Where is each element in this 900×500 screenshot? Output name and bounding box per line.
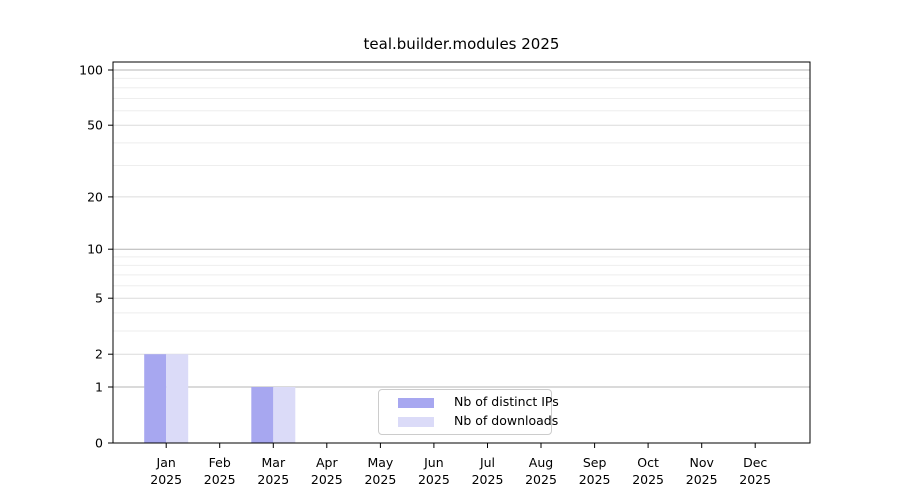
- y-tick-label-1: 1: [95, 380, 103, 395]
- plot-frame: [112, 61, 811, 444]
- x-tick-label-month-mar: Mar: [262, 455, 286, 470]
- x-tick-label-year-jul: 2025: [472, 472, 504, 487]
- x-tick-label-year-jun: 2025: [418, 472, 450, 487]
- legend-swatch-distinct-ips: [398, 397, 434, 408]
- x-tick-label-year-mar: 2025: [257, 472, 289, 487]
- bar-jan-downloads: [166, 354, 189, 443]
- y-tick-label-0: 0: [95, 436, 103, 451]
- legend-swatch-downloads: [398, 416, 434, 427]
- x-tick-label-month-may: May: [367, 455, 393, 470]
- x-tick-label-month-aug: Aug: [529, 455, 553, 470]
- x-tick-label-month-feb: Feb: [209, 455, 231, 470]
- x-tick-label-month-sep: Sep: [583, 455, 607, 470]
- y-tick-label-20: 20: [87, 189, 103, 204]
- x-tick-label-year-sep: 2025: [579, 472, 611, 487]
- x-tick-label-month-oct: Oct: [637, 455, 659, 470]
- x-tick-label-year-jan: 2025: [150, 472, 182, 487]
- bar-mar-distinct-ips: [251, 387, 274, 443]
- bar-mar-downloads: [273, 387, 296, 443]
- x-tick-label-year-dec: 2025: [739, 472, 771, 487]
- y-tick-label-2: 2: [95, 347, 103, 362]
- y-tick-label-5: 5: [95, 291, 103, 306]
- legend: Nb of distinct IPs Nb of downloads: [378, 389, 559, 435]
- y-tick-label-10: 10: [87, 242, 103, 257]
- y-tick-label-50: 50: [87, 118, 103, 133]
- x-tick-label-month-nov: Nov: [689, 455, 714, 470]
- y-tick-label-100: 100: [79, 63, 103, 78]
- x-tick-label-month-jun: Jun: [423, 455, 444, 470]
- x-tick-label-year-aug: 2025: [525, 472, 557, 487]
- x-tick-label-month-dec: Dec: [743, 455, 767, 470]
- x-tick-label-year-feb: 2025: [204, 472, 236, 487]
- legend-label-distinct-ips: Nb of distinct IPs: [454, 394, 559, 410]
- legend-item-distinct-ips: Nb of distinct IPs: [398, 395, 559, 410]
- x-tick-label-month-jul: Jul: [479, 455, 495, 470]
- x-tick-label-year-nov: 2025: [686, 472, 718, 487]
- x-tick-label-month-apr: Apr: [316, 455, 338, 470]
- bar-jan-distinct-ips: [144, 354, 167, 443]
- x-tick-label-year-may: 2025: [364, 472, 396, 487]
- chart-title: teal.builder.modules 2025: [363, 35, 560, 53]
- x-tick-label-year-apr: 2025: [311, 472, 343, 487]
- legend-item-downloads: Nb of downloads: [398, 414, 558, 429]
- x-tick-label-year-oct: 2025: [632, 472, 664, 487]
- legend-label-downloads: Nb of downloads: [454, 413, 559, 429]
- x-tick-label-month-jan: Jan: [156, 455, 176, 470]
